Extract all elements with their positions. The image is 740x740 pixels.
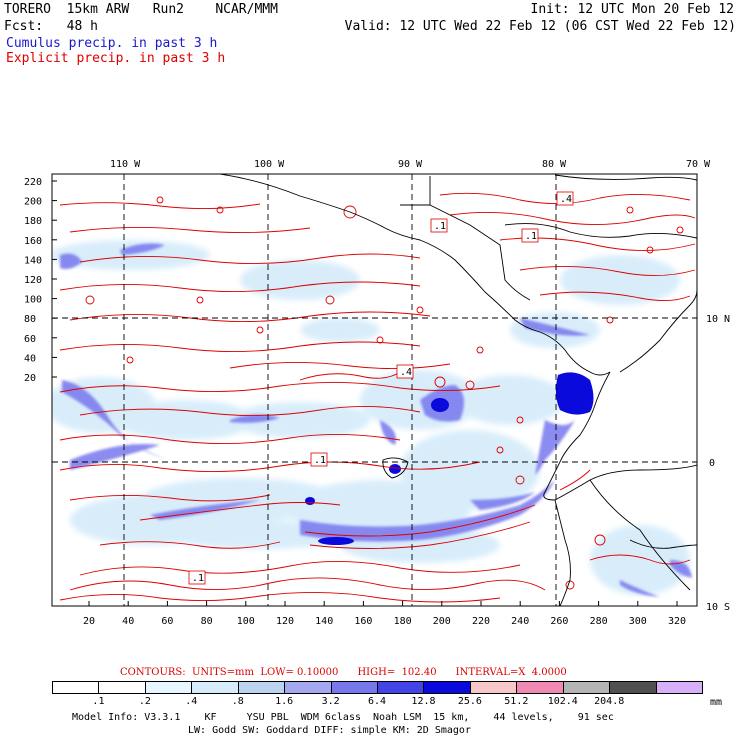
- plot-frame: [51, 173, 698, 607]
- y-tick-label: 80: [24, 314, 36, 325]
- colorbar-swatch: [469, 681, 518, 694]
- x-tick-label: 320: [668, 616, 686, 627]
- colorbar-swatch: [516, 681, 564, 694]
- colorbar-label: 6.4: [368, 696, 387, 707]
- lon-label: 90 W: [398, 159, 423, 170]
- x-tick-label: 160: [354, 616, 372, 627]
- x-axis: 20 40 60 80 100 120 140 160 180 200 220 240 260 280 30…: [83, 601, 686, 627]
- y-tick-label: 20: [24, 373, 36, 384]
- lon-label: 80 W: [542, 159, 567, 170]
- x-tick-label: 200: [433, 616, 451, 627]
- x-tick-label: 60: [161, 616, 173, 627]
- colorbar-label: 51.2: [504, 696, 529, 707]
- lat-label: 0: [709, 458, 715, 469]
- lon-labels: 110 W 100 W 90 W 80 W 70 W: [110, 159, 711, 170]
- x-tick-label: 120: [276, 616, 294, 627]
- colorbar-swatch: [144, 681, 193, 694]
- y-tick-label: 180: [24, 216, 42, 227]
- x-tick-label: 180: [394, 616, 412, 627]
- colorbar-label: 25.6: [457, 696, 482, 707]
- x-tick-label: 100: [237, 616, 255, 627]
- x-tick-label: 260: [550, 616, 568, 627]
- contour-label: .4: [560, 194, 572, 205]
- colorbar-swatch: [377, 681, 425, 694]
- forecast-hour: Fcst: 48 h: [4, 19, 98, 34]
- y-tick-label: 200: [24, 197, 42, 208]
- legend-cumulus: Cumulus precip. in past 3 h: [6, 36, 218, 51]
- colorbar-unit: mm: [710, 697, 723, 708]
- colorbar-swatch: [330, 681, 378, 694]
- x-tick-label: 140: [315, 616, 333, 627]
- colorbar-swatch: [655, 681, 703, 694]
- precip-fields: [52, 240, 692, 597]
- contour-label: .1: [525, 231, 537, 242]
- x-tick-label: 80: [201, 616, 213, 627]
- y-tick-label: 100: [24, 295, 42, 306]
- init-time: Init: 12 UTC Mon 20 Feb 12: [530, 2, 735, 17]
- colorbar-swatch: [609, 681, 657, 694]
- colorbar-label: .1: [92, 696, 105, 707]
- x-tick-label: 220: [472, 616, 490, 627]
- colorbar-label: .4: [185, 696, 198, 707]
- colorbar-label: 12.8: [411, 696, 436, 707]
- colorbar-swatch: [98, 681, 146, 694]
- y-tick-label: 220: [24, 177, 42, 188]
- explicit-contours: [59, 192, 696, 603]
- colorbar-label: .2: [138, 696, 151, 707]
- colorbar-label: 1.6: [275, 696, 294, 707]
- y-tick-label: 140: [24, 255, 42, 266]
- model-info: Model Info: V3.3.1 KF YSU PBL WDM 6class…: [72, 712, 614, 723]
- model-title: TORERO 15km ARW Run2 NCAR/MMM: [4, 2, 278, 17]
- y-tick-label: 60: [24, 334, 36, 345]
- x-tick-label: 280: [590, 616, 608, 627]
- x-tick-label: 20: [83, 616, 95, 627]
- valid-time: Valid: 12 UTC Wed 22 Feb 12 (06 CST Wed …: [344, 19, 736, 34]
- colorbar-swatch: [237, 681, 286, 694]
- contour-labels: .4 .1 .1 .4 .1 .1: [188, 191, 574, 585]
- contour-info: CONTOURS: UNITS=mm LOW= 0.10000 HIGH= 10…: [120, 667, 567, 678]
- lat-labels: 10 N 0 10 S: [706, 314, 730, 613]
- colorbar-swatch: [284, 681, 332, 694]
- lat-label: 10 N: [706, 314, 730, 325]
- x-tick-label: 240: [511, 616, 529, 627]
- colorbar-swatch: [423, 681, 471, 694]
- lon-label: 110 W: [110, 159, 141, 170]
- contour-label: .1: [192, 573, 204, 584]
- lon-label: 70 W: [686, 159, 711, 170]
- colorbar-label: .8: [231, 696, 244, 707]
- colorbar-label: 204.8: [594, 696, 625, 707]
- colorbar-swatch: [191, 681, 239, 694]
- legend-explicit: Explicit precip. in past 3 h: [6, 51, 226, 66]
- contour-label: .1: [314, 455, 326, 466]
- contour-label: .4: [400, 367, 412, 378]
- gridlines: [52, 174, 697, 606]
- y-axis: 220 200 180 160 140 120 100 80 60 40 20: [24, 177, 57, 384]
- colorbar-swatch: [562, 681, 611, 694]
- colorbar-label: 102.4: [547, 696, 578, 707]
- lon-label: 100 W: [254, 159, 285, 170]
- x-tick-label: 40: [122, 616, 134, 627]
- coastlines: [219, 174, 697, 606]
- x-tick-label: 300: [629, 616, 647, 627]
- lat-label: 10 S: [706, 602, 730, 613]
- colorbar-swatch: [52, 681, 100, 694]
- physics-info: LW: Godd SW: Goddard DIFF: simple KM: 2D…: [188, 725, 471, 736]
- contour-label: .1: [434, 221, 446, 232]
- colorbar-label: 3.2: [321, 696, 340, 707]
- y-tick-label: 160: [24, 236, 42, 247]
- y-tick-label: 40: [24, 353, 36, 364]
- y-tick-label: 120: [24, 275, 42, 286]
